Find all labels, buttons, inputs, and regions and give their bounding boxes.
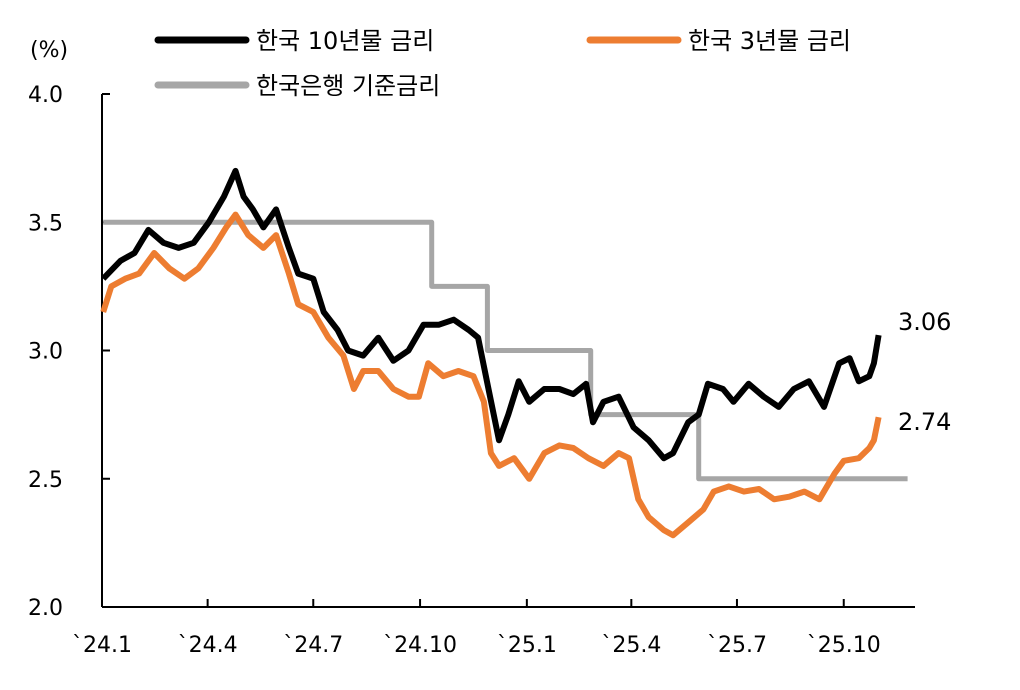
legend-label: 한국은행 기준금리 <box>256 72 440 100</box>
y-tick-label: 3.0 <box>28 340 63 365</box>
series-line-2 <box>103 219 908 482</box>
x-tick-label: `24.4 <box>178 633 238 658</box>
end-label-3y: 2.74 <box>898 408 951 436</box>
axes: 4.0 3.5 3.0 2.5 2.0 `24.1 `24.4 `24.7 `24.10 `25.… <box>28 83 915 658</box>
y-tick-label: 3.5 <box>28 211 63 236</box>
x-tick-label: `25.7 <box>707 633 767 658</box>
y-tick-label: 2.0 <box>28 596 63 621</box>
x-tick-label: `25.4 <box>601 633 661 658</box>
legend-label: 한국 10년물 금리 <box>256 27 434 55</box>
x-tick-label: `24.10 <box>383 633 457 658</box>
y-axis-unit: (%) <box>30 38 68 63</box>
x-tick-label: `24.1 <box>72 633 132 658</box>
legend-label: 한국 3년물 금리 <box>688 27 851 55</box>
end-label-10y: 3.06 <box>898 308 951 336</box>
y-tick-label: 2.5 <box>28 468 63 493</box>
series-line-1 <box>100 211 882 539</box>
x-tick-label: `24.7 <box>283 633 343 658</box>
x-tick-label: `25.10 <box>807 633 881 658</box>
y-tick-label: 4.0 <box>28 83 63 108</box>
series-line-0 <box>101 167 882 462</box>
series-lines <box>100 167 908 539</box>
x-tick-label: `25.1 <box>497 633 557 658</box>
